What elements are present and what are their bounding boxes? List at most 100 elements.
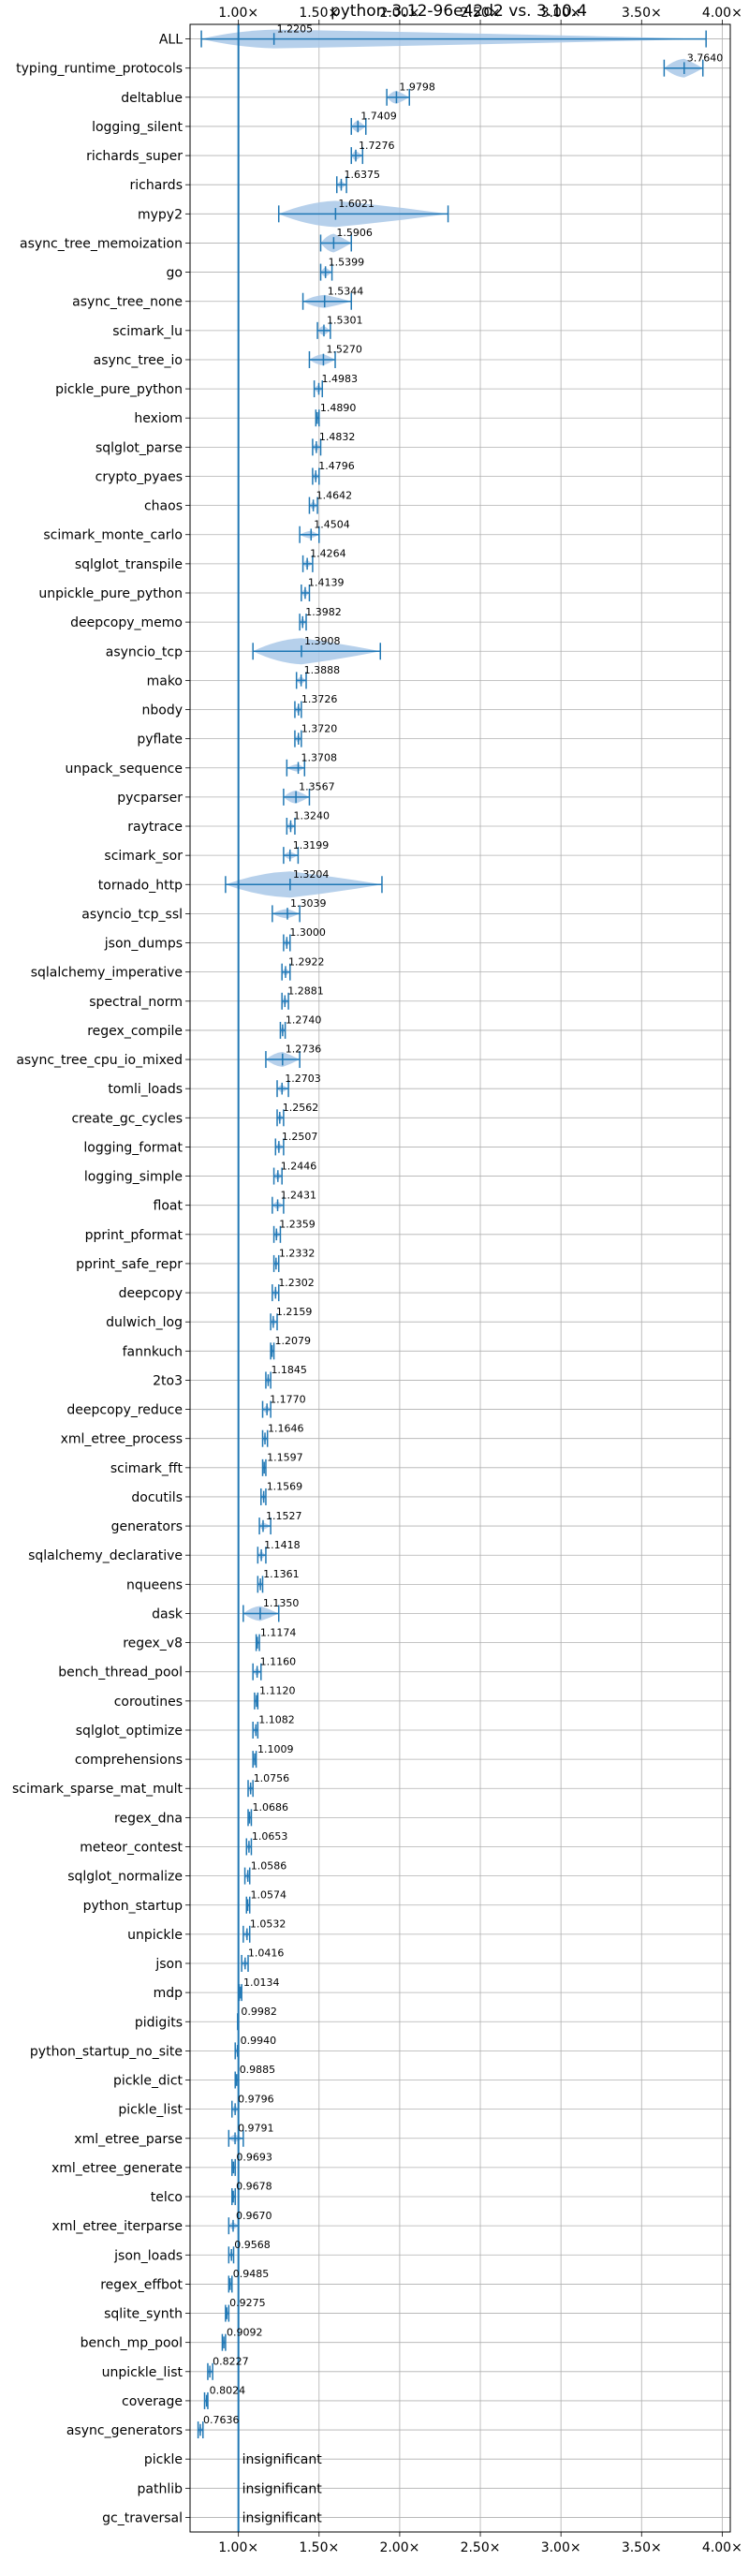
median-value-label: 1.3982 xyxy=(305,606,342,618)
benchmark-label: tornado_http xyxy=(98,878,183,893)
benchmark-label: nbody xyxy=(142,703,184,718)
x-tick-label-bottom: 1.50× xyxy=(299,2540,339,2555)
median-value-label: 1.4890 xyxy=(320,402,357,414)
median-value-label: 0.9796 xyxy=(238,2093,273,2105)
median-value-label: 1.4983 xyxy=(321,373,358,385)
median-value-label: 1.4139 xyxy=(308,577,345,589)
median-value-label: 1.3720 xyxy=(301,722,338,734)
x-tick-label-bottom: 1.00× xyxy=(218,2540,258,2555)
benchmark-label: json_dumps xyxy=(104,937,183,952)
benchmark-label: asyncio_tcp xyxy=(106,644,183,659)
benchmark-label: docutils xyxy=(131,1490,183,1505)
benchmark-label: comprehensions xyxy=(75,1753,183,1768)
benchmark-label: richards xyxy=(130,178,184,193)
benchmark-label: fannkuch xyxy=(123,1344,183,1359)
benchmark-label: xml_etree_iterparse xyxy=(52,2219,183,2234)
label-layer: ALL typing_runtime_protocols deltablue logg… xyxy=(12,22,723,2525)
median-value-label: 1.0532 xyxy=(250,1918,286,1931)
x-tick-label-top: 2.50× xyxy=(461,6,501,21)
median-value-label: 1.5270 xyxy=(326,344,362,356)
benchmark-label: nqueens xyxy=(126,1577,183,1592)
median-value-label: 1.2159 xyxy=(276,1306,313,1318)
benchmark-label: logging_silent xyxy=(92,120,183,135)
benchmark-label: xml_etree_process xyxy=(61,1432,183,1447)
benchmark-label: async_tree_memoization xyxy=(20,236,183,251)
median-value-label: 1.0134 xyxy=(243,1976,280,1989)
benchmark-label: sqlite_synth xyxy=(104,2307,183,2322)
median-value-label: 0.8024 xyxy=(210,2385,246,2397)
benchmark-label: json_loads xyxy=(113,2248,183,2263)
benchmark-label: regex_effbot xyxy=(100,2277,183,2292)
median-value-label: 1.2079 xyxy=(274,1335,311,1347)
benchmark-label: raytrace xyxy=(127,820,183,835)
median-value-label: 1.2332 xyxy=(279,1248,316,1260)
median-value-label: 1.4832 xyxy=(319,431,356,443)
median-value-label: 0.9568 xyxy=(234,2239,271,2251)
median-value-label: 1.1160 xyxy=(260,1655,297,1667)
x-tick-label-bottom: 4.00× xyxy=(702,2540,742,2555)
median-value-label: 0.7636 xyxy=(203,2414,240,2426)
median-value-label: 1.1350 xyxy=(263,1597,300,1609)
x-tick-label-top: 1.00× xyxy=(218,6,258,21)
benchmark-label: pickle_dict xyxy=(113,2074,184,2089)
median-value-label: 3.7640 xyxy=(687,52,724,64)
grid-layer xyxy=(190,24,730,2532)
benchmark-label: telco xyxy=(151,2190,183,2205)
benchmark-label: deepcopy xyxy=(119,1286,183,1301)
benchmark-label: spectral_norm xyxy=(89,995,183,1010)
median-value-label: 1.2205 xyxy=(277,22,314,35)
benchmark-label: bench_thread_pool xyxy=(58,1666,183,1680)
benchmark-label: regex_dna xyxy=(114,1811,183,1826)
median-value-label: 1.2446 xyxy=(281,1160,317,1172)
median-value-label: 0.9678 xyxy=(236,2181,272,2193)
benchmark-label: sqlalchemy_imperative xyxy=(31,966,183,981)
median-value-label: 1.3039 xyxy=(290,897,327,910)
benchmark-label: coverage xyxy=(122,2394,183,2409)
benchmark-label: async_tree_io xyxy=(94,353,183,368)
median-value-label: 1.7409 xyxy=(360,111,397,123)
insignificant-label: insignificant xyxy=(242,2452,323,2467)
median-value-label: 1.3000 xyxy=(289,926,326,939)
median-value-label: 1.7276 xyxy=(359,140,395,152)
insignificant-label: insignificant xyxy=(242,2510,323,2525)
benchmark-label: xml_etree_parse xyxy=(74,2132,183,2147)
median-value-label: 1.2359 xyxy=(279,1219,316,1231)
median-value-label: 1.1418 xyxy=(264,1539,301,1551)
benchmark-label: tomli_loads xyxy=(108,1082,183,1097)
median-value-label: 1.4796 xyxy=(318,460,355,472)
median-value-label: 1.0653 xyxy=(252,1830,288,1843)
benchmark-label: regex_compile xyxy=(87,1024,183,1039)
benchmark-label: pprint_safe_repr xyxy=(76,1257,183,1272)
median-value-label: 1.1361 xyxy=(263,1568,300,1580)
median-value-label: 1.2562 xyxy=(283,1102,319,1114)
median-value-label: 0.9275 xyxy=(229,2297,266,2309)
x-tick-label-top: 1.50× xyxy=(299,6,339,21)
median-value-label: 1.3567 xyxy=(299,781,335,793)
median-value-label: 1.3908 xyxy=(304,635,341,647)
median-value-label: 1.2740 xyxy=(286,1014,322,1027)
benchmark-label: meteor_contest xyxy=(80,1840,183,1855)
median-value-label: 1.0586 xyxy=(251,1859,287,1872)
benchmark-label: chaos xyxy=(144,499,183,514)
benchmark-label: pidigits xyxy=(135,2015,183,2030)
benchmark-label: pathlib xyxy=(138,2481,184,2496)
median-value-label: 1.5344 xyxy=(328,285,364,297)
median-value-label: 1.9798 xyxy=(399,81,435,94)
benchmark-label: bench_mp_pool xyxy=(81,2336,183,2351)
median-value-label: 1.2431 xyxy=(281,1189,317,1201)
benchmark-label: async_tree_none xyxy=(72,295,183,310)
x-tick-label-top: 2.00× xyxy=(379,6,419,21)
median-value-label: 1.2736 xyxy=(286,1044,322,1056)
median-value-label: 1.3240 xyxy=(293,810,330,822)
benchmark-label: sqlglot_parse xyxy=(95,440,183,455)
benchmark-label: xml_etree_generate xyxy=(51,2161,183,2176)
benchmark-label: asyncio_tcp_ssl xyxy=(81,907,183,922)
benchmark-label: pycparser xyxy=(117,791,183,806)
benchmark-label: richards_super xyxy=(86,149,183,164)
median-value-label: 0.9693 xyxy=(236,2152,272,2164)
median-value-label: 1.5399 xyxy=(329,256,365,268)
benchmark-label: deepcopy_memo xyxy=(70,615,183,630)
benchmark-label: deltablue xyxy=(121,91,183,106)
median-value-label: 1.6021 xyxy=(338,198,374,210)
benchmark-label: scimark_lu xyxy=(112,324,183,339)
